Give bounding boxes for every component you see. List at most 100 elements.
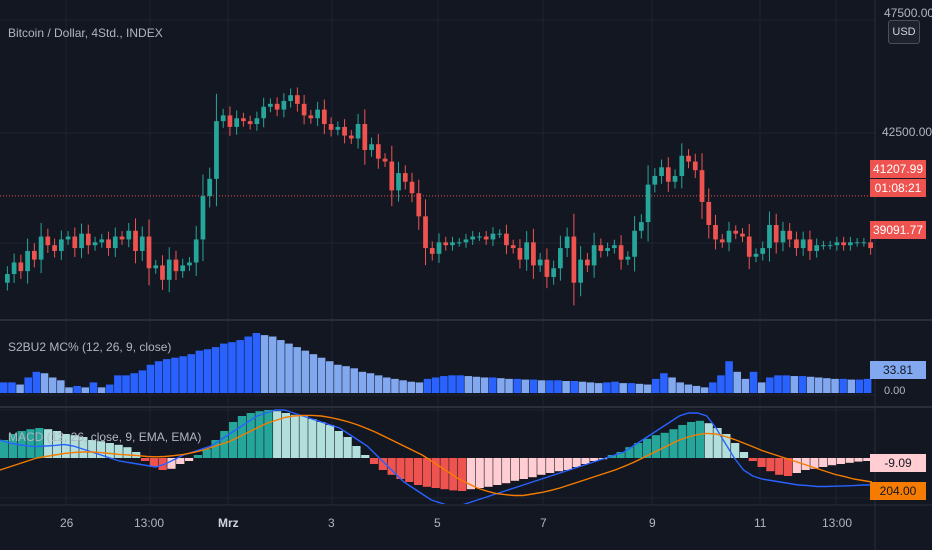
candle-body [288, 95, 293, 101]
macd-histogram-bar [854, 458, 863, 462]
candle-body [416, 193, 422, 217]
macd-histogram-bar [193, 455, 202, 458]
macd-histogram-bar [281, 413, 291, 458]
candle-body [362, 124, 368, 150]
candle-body [652, 175, 658, 185]
macd-histogram-bar [334, 431, 343, 458]
macd-percent-bar [806, 376, 815, 393]
candle-body [848, 242, 853, 246]
candle-body [11, 262, 17, 275]
countdown-tag: 01:08:21 [870, 179, 926, 197]
time-label-3: 3 [328, 516, 335, 530]
time-label-7: 7 [540, 516, 547, 530]
macd-histogram-bar [211, 440, 220, 458]
macd-percent-bar [790, 376, 799, 393]
macd-percent-bar [277, 340, 285, 393]
candle-body [92, 242, 98, 246]
macd-histogram-bar [52, 431, 62, 458]
macd-percent-bar [562, 381, 570, 393]
macd-percent-bar [766, 377, 774, 393]
macd-value-tag: -9.09 [870, 454, 926, 472]
candle-body [180, 265, 186, 272]
macd-percent-bar [863, 378, 872, 393]
macd-percent-bar [0, 382, 8, 393]
macd-percent-bar [114, 375, 122, 393]
macd-percent-bar [220, 343, 228, 393]
candle-body [254, 118, 260, 125]
macd-histogram-bar [484, 458, 493, 487]
signal-line [0, 414, 873, 497]
price-candles [0, 87, 875, 306]
time-label-9: 9 [649, 516, 656, 530]
macd-percent-bar [399, 380, 407, 393]
candle-body [854, 242, 860, 244]
candle-body [423, 216, 428, 249]
macd-histogram-bar [510, 458, 520, 481]
candle-body [25, 250, 30, 272]
macd-histogram-bar [378, 458, 387, 470]
macd-histogram-bar [237, 416, 247, 458]
candle-body [706, 201, 712, 225]
macd-percent-bar [154, 361, 163, 393]
candle-body [605, 248, 610, 251]
symbol-title[interactable]: Bitcoin / Dollar, 4Std., INDEX [8, 26, 163, 40]
candle-body [342, 126, 347, 136]
candle-body [679, 155, 685, 176]
candle-body [119, 236, 125, 240]
candle-body [436, 242, 442, 254]
candle-body [220, 115, 226, 122]
macd-percent-bar [383, 377, 391, 393]
candle-body [429, 248, 435, 254]
candle-body [497, 233, 503, 235]
candle-body [72, 236, 78, 249]
candle-body [355, 124, 361, 139]
macd-histogram-bar [519, 458, 528, 479]
macd-histogram-bar [827, 458, 837, 466]
macd-percent-bar [97, 387, 106, 393]
macd-percent-bar [529, 379, 538, 393]
candle-body [99, 239, 105, 243]
price-axis-label-mid: 42500.00 [882, 125, 932, 139]
macd-percent-bar [757, 382, 766, 393]
macd-histogram-bar [184, 458, 194, 461]
candle-body [214, 121, 219, 179]
macd-percent-bar [651, 378, 660, 393]
macd-percent-bar [570, 381, 579, 393]
macd-percent-bar [358, 371, 367, 393]
macd-histogram-bar [713, 428, 722, 458]
macd-histogram-bar [616, 452, 625, 458]
candle-body [504, 233, 509, 246]
macd-histogram-bar [678, 425, 687, 458]
currency-button[interactable]: USD [888, 20, 920, 44]
candle-body [65, 236, 71, 240]
candle-body [760, 248, 766, 254]
candle-body [308, 115, 314, 119]
macd-percent-bar [448, 375, 456, 393]
macd-line [0, 409, 872, 504]
macd-percent-bar [464, 376, 473, 393]
candle-body [477, 236, 482, 238]
candle-body [564, 236, 570, 249]
macd-histogram-bar [123, 447, 132, 458]
candle-body [632, 230, 637, 257]
candle-body [18, 262, 24, 272]
candle-body [625, 256, 631, 260]
macd-percent-bar [700, 387, 709, 393]
macd-percent-bar [440, 376, 448, 393]
candle-body [645, 184, 651, 223]
macd-histogram-bar [317, 422, 326, 458]
macd-percent-bar [293, 347, 301, 393]
candle-body [713, 225, 718, 240]
macd-percent-bar [717, 375, 725, 393]
macd-percent-bar [627, 383, 636, 393]
macd-percent-title[interactable]: S2BU2 MC% (12, 26, 9, close) [8, 340, 172, 354]
macd-percent-bar [81, 387, 90, 393]
macd-percent-bar [162, 359, 171, 393]
macd-histogram-bar [739, 452, 749, 458]
macd-histogram-bar [537, 458, 546, 475]
macd-title[interactable]: MACD (12, 26, close, 9, EMA, EMA) [8, 430, 202, 444]
candle-body [409, 181, 415, 194]
macd-percent-bar [749, 371, 758, 393]
